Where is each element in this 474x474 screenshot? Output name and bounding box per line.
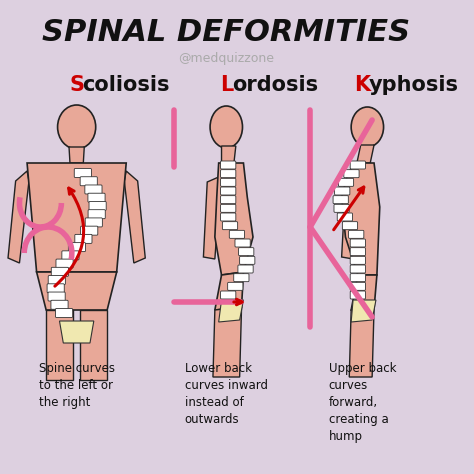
Text: Spine curves
to the left or
the right: Spine curves to the left or the right — [39, 362, 115, 409]
Polygon shape — [219, 300, 244, 322]
Polygon shape — [69, 147, 84, 163]
FancyBboxPatch shape — [350, 265, 365, 273]
Ellipse shape — [351, 107, 383, 147]
FancyBboxPatch shape — [62, 251, 79, 260]
FancyBboxPatch shape — [220, 196, 236, 204]
FancyBboxPatch shape — [350, 161, 365, 169]
FancyBboxPatch shape — [334, 204, 349, 212]
FancyBboxPatch shape — [220, 161, 236, 169]
Text: Lower back
curves inward
instead of
outwards: Lower back curves inward instead of outw… — [185, 362, 268, 426]
Polygon shape — [213, 307, 242, 377]
Polygon shape — [351, 275, 377, 310]
Text: coliosis: coliosis — [82, 75, 170, 95]
Text: yphosis: yphosis — [368, 75, 458, 95]
FancyBboxPatch shape — [55, 309, 73, 318]
FancyBboxPatch shape — [238, 265, 253, 273]
Polygon shape — [36, 272, 117, 310]
FancyBboxPatch shape — [228, 283, 243, 291]
FancyBboxPatch shape — [75, 234, 92, 243]
FancyBboxPatch shape — [350, 256, 365, 264]
Polygon shape — [46, 310, 73, 380]
FancyBboxPatch shape — [88, 193, 105, 202]
Ellipse shape — [210, 106, 243, 148]
FancyBboxPatch shape — [234, 273, 249, 282]
FancyBboxPatch shape — [350, 283, 365, 291]
FancyBboxPatch shape — [51, 267, 68, 276]
FancyBboxPatch shape — [88, 210, 105, 219]
FancyBboxPatch shape — [235, 239, 250, 247]
Polygon shape — [342, 182, 358, 259]
FancyBboxPatch shape — [47, 284, 64, 293]
FancyBboxPatch shape — [89, 201, 106, 210]
Text: Upper back
curves
forward,
creating a
hump: Upper back curves forward, creating a hu… — [329, 362, 396, 443]
Text: S: S — [69, 75, 84, 95]
Text: @medquizzone: @medquizzone — [178, 52, 274, 64]
FancyBboxPatch shape — [85, 218, 102, 227]
FancyBboxPatch shape — [344, 170, 359, 178]
Polygon shape — [357, 145, 374, 163]
FancyBboxPatch shape — [338, 178, 354, 186]
Polygon shape — [349, 309, 374, 377]
FancyBboxPatch shape — [85, 185, 102, 194]
FancyBboxPatch shape — [51, 300, 68, 309]
FancyBboxPatch shape — [222, 222, 237, 230]
Polygon shape — [81, 310, 107, 380]
Polygon shape — [215, 272, 244, 310]
FancyBboxPatch shape — [220, 291, 236, 299]
FancyBboxPatch shape — [335, 187, 350, 195]
FancyBboxPatch shape — [240, 256, 255, 264]
Polygon shape — [59, 321, 94, 343]
FancyBboxPatch shape — [220, 178, 236, 186]
Text: SPINAL DEFORMITIES: SPINAL DEFORMITIES — [42, 18, 410, 46]
FancyBboxPatch shape — [56, 259, 73, 268]
FancyBboxPatch shape — [342, 222, 357, 230]
FancyBboxPatch shape — [350, 291, 365, 299]
FancyBboxPatch shape — [74, 168, 91, 177]
Polygon shape — [221, 146, 236, 163]
FancyBboxPatch shape — [220, 204, 236, 212]
FancyBboxPatch shape — [229, 230, 245, 238]
Polygon shape — [342, 163, 380, 275]
FancyBboxPatch shape — [80, 177, 97, 186]
FancyBboxPatch shape — [337, 213, 353, 221]
FancyBboxPatch shape — [350, 239, 365, 247]
FancyBboxPatch shape — [220, 187, 236, 195]
FancyBboxPatch shape — [350, 248, 365, 255]
FancyBboxPatch shape — [333, 196, 348, 204]
FancyBboxPatch shape — [348, 230, 364, 238]
FancyBboxPatch shape — [220, 170, 236, 178]
Polygon shape — [351, 300, 376, 322]
FancyBboxPatch shape — [220, 213, 236, 221]
Text: K: K — [355, 75, 371, 95]
Polygon shape — [203, 177, 219, 259]
FancyBboxPatch shape — [68, 243, 85, 252]
Polygon shape — [27, 163, 126, 272]
Ellipse shape — [57, 105, 96, 149]
FancyBboxPatch shape — [48, 275, 65, 284]
FancyBboxPatch shape — [48, 292, 65, 301]
FancyBboxPatch shape — [238, 248, 254, 255]
Polygon shape — [215, 163, 253, 275]
FancyBboxPatch shape — [350, 273, 365, 282]
Text: L: L — [219, 75, 233, 95]
Polygon shape — [8, 171, 29, 263]
Polygon shape — [124, 171, 145, 263]
Text: ordosis: ordosis — [232, 75, 318, 95]
FancyBboxPatch shape — [81, 226, 98, 235]
